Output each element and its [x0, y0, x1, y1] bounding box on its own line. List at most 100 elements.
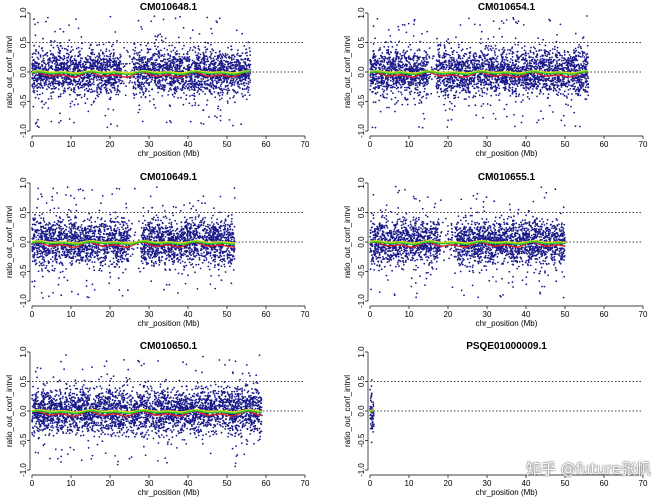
data-point [197, 47, 200, 50]
data-point [88, 55, 91, 58]
data-point [465, 98, 467, 100]
data-point [146, 79, 149, 82]
data-point [70, 56, 72, 59]
data-point [59, 112, 61, 115]
data-point [108, 79, 110, 82]
data-point [112, 108, 115, 111]
data-point [105, 50, 108, 53]
data-point [152, 98, 155, 101]
data-point [408, 65, 411, 68]
data-point [137, 66, 140, 69]
data-point [90, 66, 92, 68]
data-point [183, 86, 185, 89]
data-point [140, 56, 143, 59]
data-point [54, 61, 57, 63]
data-point [133, 97, 136, 99]
data-point [68, 118, 71, 120]
data-point [243, 88, 246, 90]
data-point [219, 115, 222, 117]
x-axis-label: chr_position (Mb) [138, 149, 200, 158]
data-point [399, 53, 402, 55]
data-point [57, 76, 59, 79]
data-point [71, 100, 74, 103]
data-point [241, 87, 244, 90]
data-point [177, 36, 180, 39]
data-point [383, 61, 385, 63]
data-point [539, 55, 542, 58]
data-point [204, 83, 207, 86]
data-point [214, 115, 216, 117]
data-point [85, 74, 88, 77]
data-point [421, 126, 424, 129]
data-point [515, 54, 518, 56]
data-point [199, 65, 202, 68]
data-point [69, 78, 71, 81]
data-point [140, 96, 143, 98]
data-point [113, 60, 115, 63]
data-point [503, 58, 506, 61]
data-point [226, 91, 229, 94]
data-point [139, 87, 141, 90]
data-point [165, 78, 168, 81]
data-point [220, 83, 223, 86]
data-point [191, 59, 194, 62]
data-point [181, 88, 184, 91]
data-point [379, 47, 381, 49]
data-point [158, 62, 161, 65]
data-point [51, 87, 54, 90]
data-point [112, 48, 115, 51]
data-point [124, 63, 127, 65]
data-point [219, 64, 222, 67]
data-point [67, 56, 70, 58]
data-point [95, 77, 98, 79]
data-point [203, 62, 206, 64]
data-point [193, 79, 196, 82]
data-point [74, 84, 77, 87]
data-point [400, 86, 403, 88]
data-point [515, 92, 518, 95]
data-point [494, 54, 497, 56]
data-point [48, 59, 51, 62]
data-point [105, 92, 108, 94]
data-point [155, 53, 157, 55]
data-point [234, 63, 237, 66]
data-point [160, 85, 163, 87]
data-point [241, 32, 244, 35]
data-point [217, 81, 220, 84]
data-point [52, 46, 55, 49]
data-point [45, 88, 48, 91]
data-point [171, 67, 174, 69]
data-point [214, 62, 216, 64]
data-point [141, 65, 144, 68]
data-point [220, 59, 223, 62]
data-point [149, 59, 152, 61]
data-point [140, 81, 143, 84]
data-point [141, 58, 144, 61]
data-point [221, 62, 224, 64]
data-point [57, 66, 60, 69]
data-point [567, 79, 570, 81]
data-point [179, 58, 182, 61]
data-point [155, 48, 158, 51]
data-point [231, 67, 233, 70]
data-point [132, 85, 135, 88]
data-point [221, 89, 224, 92]
data-point [153, 15, 156, 18]
data-point [134, 88, 137, 90]
data-point [60, 68, 63, 70]
data-point [212, 49, 215, 52]
data-point [116, 77, 118, 79]
data-point [202, 78, 205, 80]
data-point [120, 55, 122, 58]
data-point [219, 57, 222, 60]
data-point [449, 100, 451, 103]
data-point [195, 54, 198, 57]
data-point [66, 59, 68, 62]
data-point [68, 54, 70, 56]
data-point [207, 65, 210, 68]
data-point [82, 84, 84, 86]
data-point [76, 83, 79, 85]
data-point [194, 102, 197, 104]
data-point [133, 81, 136, 83]
data-point [128, 62, 131, 65]
